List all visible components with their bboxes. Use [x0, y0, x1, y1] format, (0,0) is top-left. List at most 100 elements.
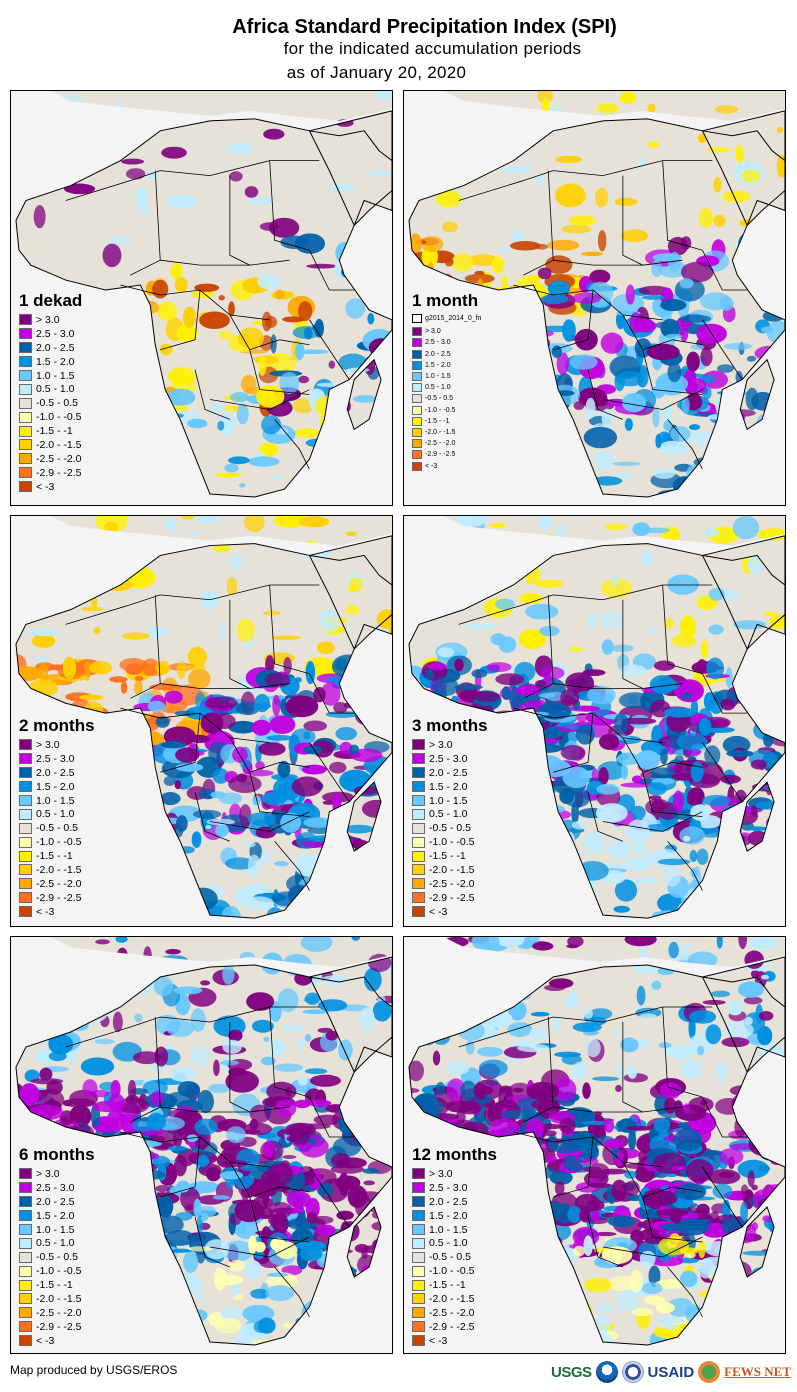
spi-cell — [486, 662, 512, 673]
spi-cell — [688, 951, 718, 969]
spi-cell — [546, 1155, 557, 1163]
spi-cell — [217, 420, 225, 431]
spi-cell — [532, 941, 554, 951]
spi-cell — [39, 1067, 53, 1081]
legend-item: 2.5 - 3.0 — [19, 752, 95, 766]
spi-cell — [613, 905, 630, 913]
legend-swatch — [412, 822, 425, 834]
spi-cell — [479, 1010, 513, 1028]
spi-cell — [603, 1139, 625, 1149]
country-border — [65, 584, 320, 625]
country-border — [642, 772, 703, 817]
spi-cell — [225, 1070, 259, 1093]
legend-item: 1.5 - 2.0 — [412, 1209, 497, 1223]
spi-cell — [330, 1153, 352, 1169]
country-border — [702, 319, 743, 380]
spi-cell — [512, 1087, 524, 1093]
legend-item: -1.5 - -1 — [412, 416, 481, 427]
spi-cell — [724, 1021, 754, 1039]
spi-cell — [663, 420, 672, 432]
spi-cell — [751, 805, 758, 817]
spi-cell — [177, 1081, 200, 1098]
spi-cell — [188, 668, 211, 690]
legend-swatch — [19, 1307, 32, 1319]
country-border — [269, 160, 310, 251]
spi-cell — [181, 665, 207, 671]
spi-cell — [227, 142, 254, 156]
spi-cell — [534, 680, 547, 688]
legend-swatch — [19, 411, 32, 423]
legend-item: > 3.0 — [19, 313, 82, 327]
spi-cell — [578, 1152, 597, 1159]
spi-cell — [761, 284, 772, 295]
legend-label: -1.5 - -1 — [36, 1279, 73, 1292]
spi-cell — [546, 533, 554, 544]
spi-cell — [715, 105, 739, 114]
spi-cell — [368, 284, 389, 302]
spi-cell — [374, 1097, 383, 1103]
spi-cell — [304, 992, 320, 1005]
spi-cell — [596, 914, 607, 919]
spi-cell — [340, 265, 362, 279]
country-border — [249, 1196, 310, 1243]
spi-cell — [572, 1226, 600, 1246]
legend-item: -2.0 - -1.5 — [412, 863, 488, 877]
country-border — [229, 314, 310, 351]
legend-item: > 3.0 — [19, 1167, 95, 1181]
spi-cell — [147, 1221, 164, 1243]
spi-cell — [315, 1224, 336, 1236]
spi-cell — [417, 99, 446, 114]
spi-cell — [549, 1240, 558, 1260]
spi-cell — [188, 1246, 213, 1252]
spi-cell — [251, 719, 272, 736]
spi-cell — [336, 1210, 354, 1220]
spi-cell — [110, 103, 126, 114]
spi-cell — [326, 1251, 344, 1264]
spi-cell — [561, 224, 592, 234]
spi-cell — [529, 1147, 537, 1156]
spi-cell — [717, 364, 734, 373]
spi-cell — [667, 362, 682, 383]
spi-cell — [243, 896, 275, 911]
spi-cell — [175, 763, 204, 772]
spi-cell — [687, 431, 719, 446]
spi-cell — [416, 149, 446, 164]
legend-swatch — [19, 906, 32, 918]
legend-swatch — [412, 338, 422, 348]
spi-cell — [132, 1051, 162, 1065]
spi-cell — [309, 1321, 341, 1342]
spi-cell — [93, 626, 101, 635]
spi-cell — [377, 282, 387, 288]
spi-cell — [332, 1137, 362, 1157]
spi-cell — [219, 623, 226, 642]
spi-cell — [102, 243, 122, 268]
spi-cell — [516, 937, 540, 949]
spi-cell — [507, 1022, 533, 1038]
spi-cell — [676, 1218, 710, 1236]
spi-cell — [683, 1103, 690, 1113]
spi-cell — [95, 939, 110, 945]
spi-cell — [758, 1120, 784, 1134]
spi-cell — [765, 703, 785, 714]
legend-swatch — [412, 906, 425, 918]
spi-cell — [534, 971, 552, 978]
spi-cell — [630, 805, 646, 820]
spi-cell — [354, 272, 388, 280]
legend-label: 2.5 - 3.0 — [36, 1181, 75, 1194]
spi-cell — [273, 516, 308, 528]
legend-label: 2.0 - 2.5 — [36, 341, 75, 354]
spi-cell — [182, 1327, 194, 1345]
spi-cell — [185, 1312, 200, 1321]
spi-cell — [761, 974, 769, 980]
country-border — [667, 1266, 703, 1318]
spi-cell — [247, 812, 277, 827]
legend-item: 0.5 - 1.0 — [412, 807, 488, 821]
spi-cell — [560, 1124, 567, 1130]
spi-cell — [537, 267, 552, 280]
spi-cell — [325, 1030, 339, 1041]
legend-label: -1.5 - -1 — [36, 425, 73, 438]
legend-label: < -3 — [36, 1334, 55, 1347]
country-border — [194, 369, 230, 420]
spi-cell — [743, 702, 775, 708]
spi-cell — [265, 655, 275, 674]
